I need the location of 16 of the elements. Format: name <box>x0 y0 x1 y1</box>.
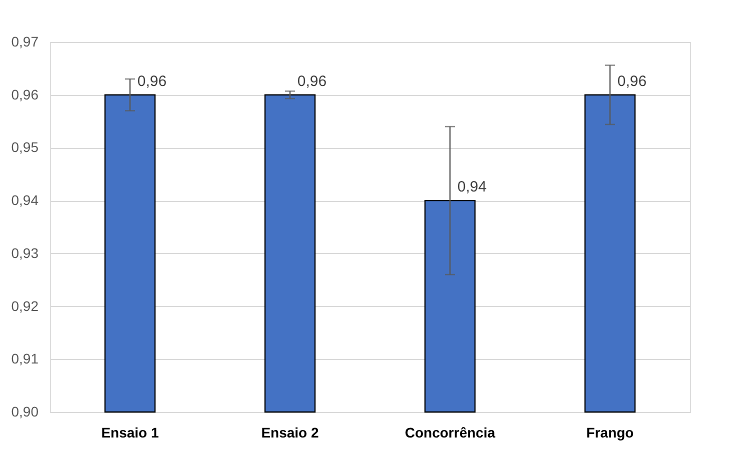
y-tick-label: 0,92 <box>11 298 39 314</box>
x-tick-label: Frango <box>586 424 634 440</box>
y-tick-label: 0,96 <box>11 86 39 102</box>
data-label: 0,94 <box>457 178 487 196</box>
y-tick-label: 0,91 <box>11 350 39 367</box>
y-tick-label: 0,95 <box>11 139 39 156</box>
y-tick-label: 0,93 <box>11 244 39 261</box>
data-label: 0,96 <box>617 72 647 90</box>
x-tick-label: Ensaio 2 <box>261 424 319 440</box>
y-tick-label: 0,97 <box>11 34 39 50</box>
x-tick-label: Concorrência <box>404 424 496 440</box>
data-label: 0,96 <box>297 72 327 90</box>
y-tick-label: 0,94 <box>11 192 39 208</box>
x-tick-label: Ensaio 1 <box>101 424 159 440</box>
data-label: 0,96 <box>137 72 167 90</box>
y-tick-label: 0,90 <box>11 404 39 420</box>
